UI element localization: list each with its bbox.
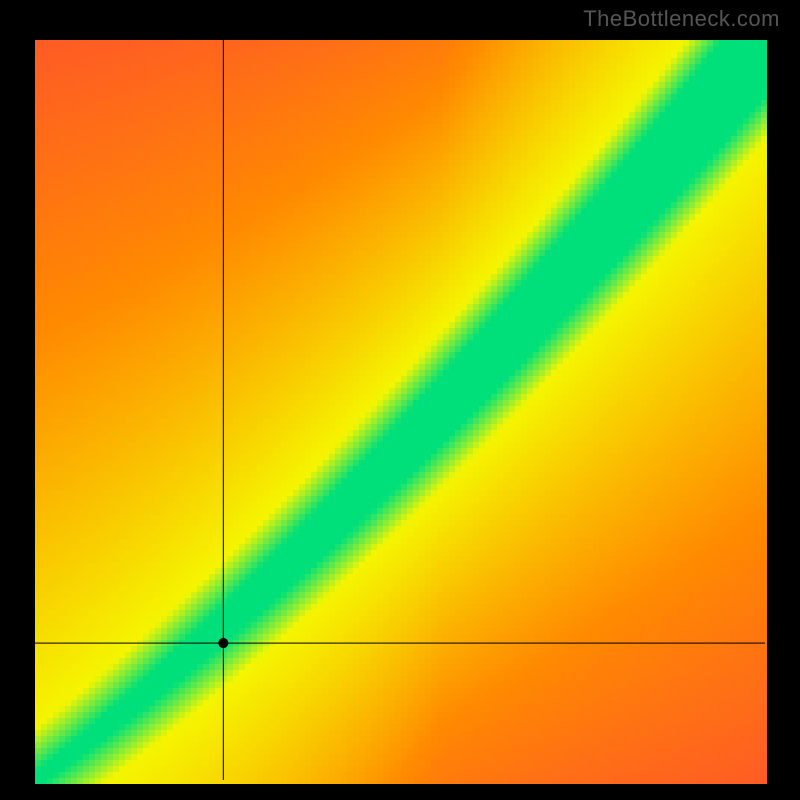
- bottleneck-heatmap: [0, 0, 800, 800]
- watermark-text: TheBottleneck.com: [583, 6, 780, 32]
